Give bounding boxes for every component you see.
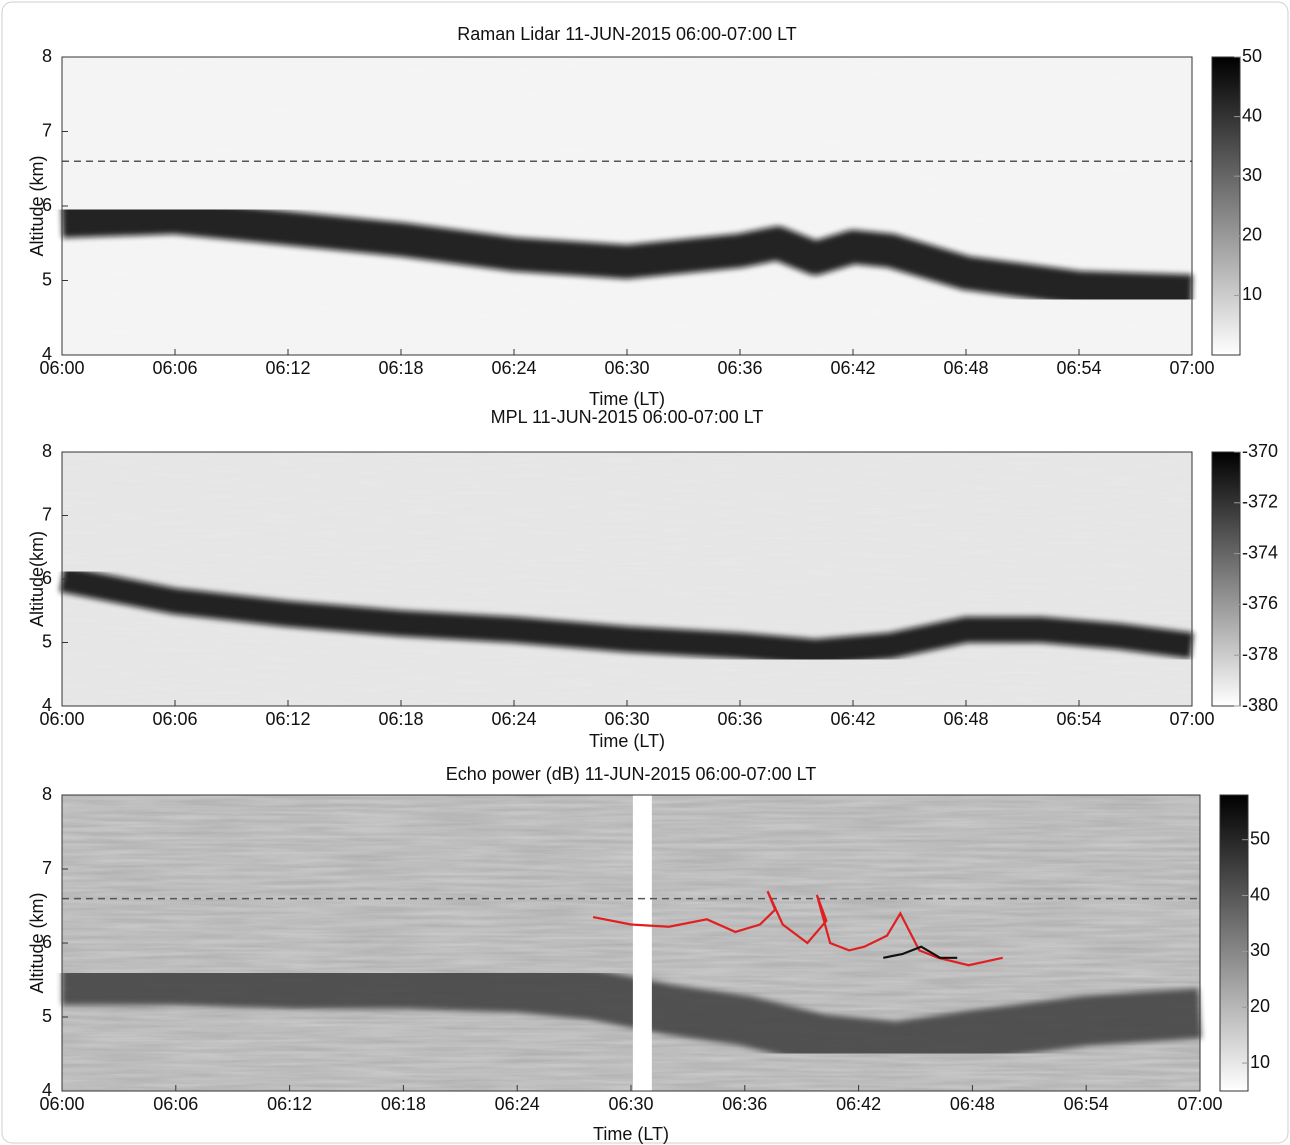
layer-band [62,955,1202,1072]
x-tick-label: 06:18 [381,1094,426,1114]
x-tick-label: 06:48 [943,358,988,378]
colorbar-tick-label: 10 [1242,284,1262,304]
x-tick-label: 06:54 [1056,709,1101,729]
colorbar-tick-label: 50 [1242,46,1262,66]
chart-title: MPL 11-JUN-2015 06:00-07:00 LT [491,407,764,427]
x-tick-label: 06:18 [378,358,423,378]
y-tick-label: 4 [42,695,52,715]
colorbar [1211,451,1241,707]
x-tick-label: 06:36 [722,1094,767,1114]
x-axis-label: Time (LT) [593,1124,669,1144]
y-tick-label: 8 [42,441,52,461]
y-tick-label: 5 [42,1006,52,1026]
chart-title: Raman Lidar 11-JUN-2015 06:00-07:00 LT [457,24,797,44]
trace [592,890,1003,967]
x-tick-label: 06:42 [830,709,875,729]
plot-texture [62,452,1192,706]
y-tick-label: 7 [42,858,52,878]
colorbar-tick-label: -370 [1242,441,1278,461]
y-tick-label: 8 [42,46,52,66]
x-axis-label: Time (LT) [589,731,665,751]
colorbar-tick-label: 40 [1242,105,1262,125]
y-tick-label: 6 [42,195,52,215]
x-tick-label: 06:42 [836,1094,881,1114]
colorbar-tick-label: -376 [1242,593,1278,613]
layer-band [61,200,1193,309]
y-tick-label: 5 [42,631,52,651]
colorbar-tick-label: -378 [1242,644,1278,664]
trace [883,945,958,959]
x-tick-label: 06:24 [491,358,536,378]
layer-band [59,566,1194,666]
x-tick-label: 07:00 [1169,709,1214,729]
colorbar-tick-label: 10 [1250,1052,1270,1072]
colorbar-tick-label: 30 [1250,940,1270,960]
x-tick-label: 07:00 [1169,358,1214,378]
x-tick-label: 06:24 [491,709,536,729]
x-tick-label: 06:12 [267,1094,312,1114]
x-axis-label: Time (LT) [589,389,665,409]
x-tick-label: 06:12 [265,709,310,729]
colorbar-tick-label: 50 [1250,828,1270,848]
chart-title: Echo power (dB) 11-JUN-2015 06:00-07:00 … [446,764,817,784]
x-tick-label: 06:00 [39,358,84,378]
x-tick-label: 06:06 [152,358,197,378]
x-tick-label: 06:54 [1064,1094,1109,1114]
colorbar [1211,56,1241,356]
y-tick-label: 6 [42,932,52,952]
x-tick-label: 06:30 [604,709,649,729]
x-tick-label: 06:36 [717,358,762,378]
y-tick-label: 7 [42,504,52,524]
colorbar-tick-label: 20 [1242,225,1262,245]
colorbar [1219,794,1249,1092]
x-tick-label: 06:00 [39,709,84,729]
x-tick-label: 06:24 [495,1094,540,1114]
colorbar-tick-label: 20 [1250,996,1270,1016]
y-axis-label: Altitude (km) [27,892,47,993]
x-tick-label: 06:18 [378,709,423,729]
x-tick-label: 06:06 [153,1094,198,1114]
colorbar-tick-label: -374 [1242,542,1278,562]
x-tick-label: 07:00 [1177,1094,1222,1114]
data-gap [632,795,652,1091]
colorbar-tick-label: -372 [1242,492,1278,512]
y-tick-label: 7 [42,120,52,140]
y-tick-label: 4 [42,1080,52,1100]
colorbar-tick-label: 30 [1242,165,1262,185]
x-tick-label: 06:48 [943,709,988,729]
plot-texture [62,57,1192,355]
x-tick-label: 06:06 [152,709,197,729]
colorbar-tick-label: 40 [1250,884,1270,904]
x-tick-label: 06:54 [1056,358,1101,378]
x-tick-label: 06:48 [950,1094,995,1114]
y-axis-label: Altitude (km) [27,155,47,256]
y-tick-label: 5 [42,269,52,289]
x-tick-label: 06:30 [604,358,649,378]
y-axis-label: Altitude(km) [27,531,47,627]
x-tick-label: 06:30 [608,1094,653,1114]
y-tick-label: 4 [42,344,52,364]
x-tick-label: 06:42 [830,358,875,378]
x-tick-label: 06:12 [265,358,310,378]
x-tick-label: 06:00 [39,1094,84,1114]
x-tick-label: 06:36 [717,709,762,729]
colorbar-tick-label: -380 [1242,695,1278,715]
y-tick-label: 6 [42,568,52,588]
y-tick-label: 8 [42,784,52,804]
